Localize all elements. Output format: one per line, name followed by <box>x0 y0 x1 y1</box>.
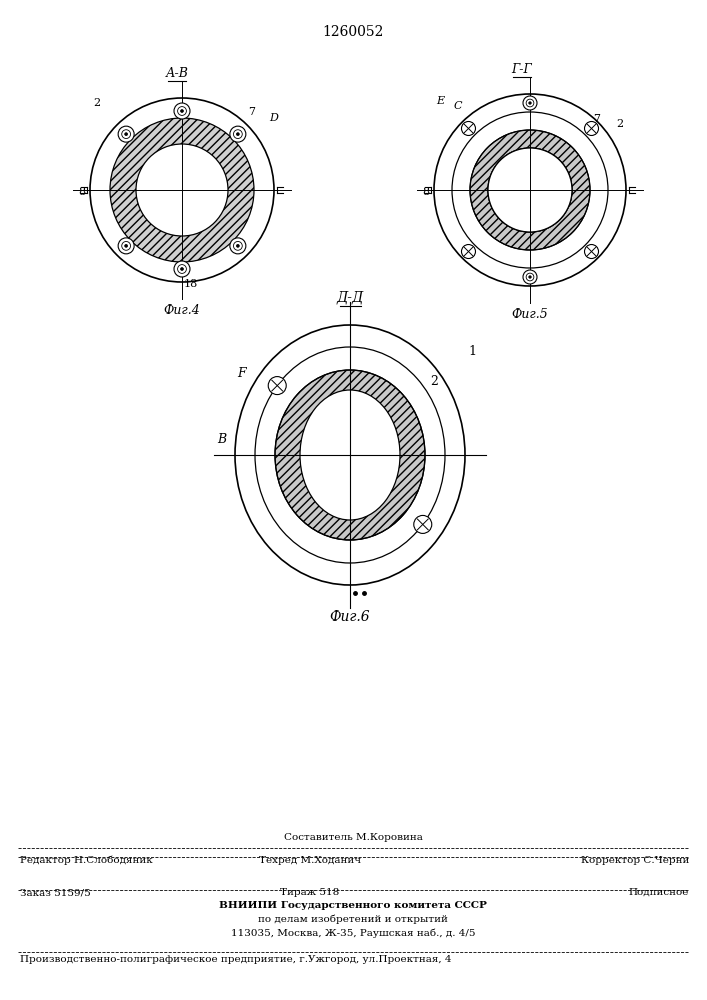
Text: Производственно-полиграфическое предприятие, г.Ужгород, ул.Проектная, 4: Производственно-полиграфическое предприя… <box>20 955 452 964</box>
Circle shape <box>110 118 254 262</box>
Text: по делам изобретений и открытий: по делам изобретений и открытий <box>258 914 448 924</box>
Circle shape <box>529 102 531 104</box>
Circle shape <box>124 244 127 247</box>
Text: 113035, Москва, Ж-35, Раушская наб., д. 4/5: 113035, Москва, Ж-35, Раушская наб., д. … <box>230 928 475 938</box>
Text: 7: 7 <box>593 114 600 124</box>
Text: C: C <box>454 101 462 111</box>
Circle shape <box>180 268 183 270</box>
Circle shape <box>462 121 476 135</box>
Text: Д-Д: Д-Д <box>337 291 363 305</box>
Circle shape <box>523 96 537 110</box>
Circle shape <box>230 238 246 254</box>
Text: 1: 1 <box>468 345 476 358</box>
Ellipse shape <box>300 390 400 520</box>
Circle shape <box>174 261 190 277</box>
Circle shape <box>124 133 127 136</box>
Text: 18: 18 <box>184 279 198 289</box>
Text: E: E <box>436 96 444 106</box>
Text: F: F <box>237 367 245 380</box>
Circle shape <box>118 126 134 142</box>
Text: B: B <box>217 433 226 446</box>
Text: 1260052: 1260052 <box>322 25 384 39</box>
Circle shape <box>236 133 239 136</box>
Circle shape <box>230 126 246 142</box>
Text: 2: 2 <box>616 119 623 129</box>
Text: Подписное: Подписное <box>629 888 689 897</box>
Circle shape <box>523 270 537 284</box>
Text: 2: 2 <box>430 375 438 388</box>
Ellipse shape <box>275 370 425 540</box>
Circle shape <box>180 110 183 112</box>
Text: Редактор Н.Слободяник: Редактор Н.Слободяник <box>20 856 153 865</box>
Text: Техред М.Ходанич: Техред М.Ходанич <box>259 856 361 865</box>
Text: 8: 8 <box>78 187 85 197</box>
Text: 2: 2 <box>93 98 100 108</box>
Circle shape <box>174 103 190 119</box>
Circle shape <box>585 245 599 259</box>
Text: А-В: А-В <box>165 67 189 80</box>
Text: D: D <box>269 113 278 123</box>
Text: 8: 8 <box>422 187 429 197</box>
Circle shape <box>488 148 572 232</box>
Text: Фиг.5: Фиг.5 <box>512 308 549 321</box>
Circle shape <box>136 144 228 236</box>
Circle shape <box>268 377 286 395</box>
Circle shape <box>462 245 476 259</box>
Text: Корректор С.Черни: Корректор С.Черни <box>580 856 689 865</box>
Circle shape <box>414 515 432 533</box>
Text: Г-Г: Г-Г <box>512 63 532 76</box>
Text: Тираж 518: Тираж 518 <box>281 888 339 897</box>
Text: Составитель М.Коровина: Составитель М.Коровина <box>284 833 423 842</box>
Text: ВНИИПИ Государственного комитета СССР: ВНИИПИ Государственного комитета СССР <box>219 901 487 910</box>
Circle shape <box>529 276 531 278</box>
Circle shape <box>585 121 599 135</box>
Text: Заказ 5159/5: Заказ 5159/5 <box>20 888 90 897</box>
Circle shape <box>118 238 134 254</box>
Circle shape <box>236 244 239 247</box>
Text: 7: 7 <box>248 107 255 117</box>
Text: Фиг.4: Фиг.4 <box>163 304 200 317</box>
Text: Фиг.6: Фиг.6 <box>329 610 370 624</box>
